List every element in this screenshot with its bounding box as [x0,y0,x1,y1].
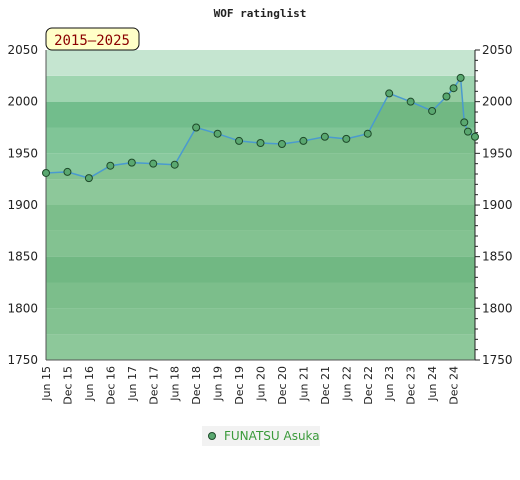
y-tick-label-right: 1800 [482,301,513,315]
x-tick-label: Dec 15 [61,366,74,405]
data-point [299,136,308,145]
rating-band [46,153,475,180]
rating-band [46,179,475,205]
legend-label: FUNATSU Asuka [224,429,320,443]
x-tick-label: Jun 22 [340,366,353,402]
rating-band [46,50,475,76]
x-tick-label: Dec 20 [276,366,289,405]
x-tick-label: Dec 21 [319,366,332,405]
y-tick-label-left: 1950 [7,146,38,160]
x-tick-label: Dec 23 [405,366,418,405]
data-point [149,159,158,168]
data-point [235,136,244,145]
data-point [342,134,351,143]
y-tick-label-right: 2000 [482,95,513,109]
x-tick-label: Jun 20 [255,366,268,402]
rating-band [46,101,475,128]
y-tick-label-right: 1900 [482,198,513,212]
y-ticks-right: 1750 1800 1850 1900 1950 2000 2050 [475,43,513,367]
rating-area [46,77,475,361]
data-point [42,168,50,177]
rating-band [46,230,475,257]
period-label: 2015–2025 [54,33,130,49]
data-point [106,161,115,170]
y-tick-label-left: 1800 [7,301,38,315]
data-point [428,106,437,115]
y-tick-label-right: 1850 [482,250,513,264]
rating-band [46,308,475,335]
data-point [84,174,93,183]
x-tick-label: Dec 22 [362,366,375,405]
data-point [320,132,329,141]
x-tick-label: Dec 17 [147,366,160,405]
data-point [363,129,372,138]
chart-title: WOF ratinglist [214,7,307,20]
data-point [406,97,415,106]
data-point [256,139,265,147]
x-labels: Jun 15 Dec 15 Jun 16 Dec 16 Jun 17 Dec 17 Jun … [40,366,461,405]
data-point [192,123,201,132]
data-point [170,160,179,169]
period-badge: 2015–2025 [45,27,140,51]
data-point [127,158,136,167]
x-tick-label: Jun 15 [40,366,53,402]
x-tick-label: Dec 19 [233,366,246,405]
rating-band [46,75,475,102]
y-tick-label-left: 1900 [7,198,38,212]
y-tick-label-right: 1750 [482,353,513,367]
data-point [460,118,469,127]
data-point [385,89,394,98]
rating-band [46,256,475,283]
y-tick-label-right: 1950 [482,146,513,160]
x-tick-label: Jun 18 [169,366,182,402]
y-tick-label-right: 2050 [482,43,513,57]
data-point [471,132,479,141]
x-tick-label: Jun 23 [383,366,396,402]
rating-bands [46,50,475,360]
x-tick-label: Dec 18 [190,366,203,405]
y-tick-label-left: 1850 [7,250,38,264]
x-tick-label: Jun 19 [212,366,225,402]
y-tick-label-left: 2000 [7,95,38,109]
x-tick-label: Jun 21 [297,366,310,402]
y-ticks-left: 1750 1800 1850 1900 1950 2000 2050 [7,43,38,367]
rating-band [46,282,475,309]
data-point [277,140,286,149]
x-tick-label: Dec 24 [448,366,461,405]
data-point [213,129,222,138]
x-tick-label: Jun 24 [426,366,439,402]
rating-band [46,205,475,231]
data-points [42,73,479,183]
data-point [63,167,72,176]
x-tick-label: Jun 17 [126,366,139,402]
x-tick-label: Dec 16 [104,366,117,405]
x-tick-label: Jun 16 [83,366,96,402]
data-point [463,127,472,136]
data-point [449,84,458,93]
legend[interactable]: FUNATSU Asuka [202,426,320,446]
rating-band [46,334,475,360]
y-tick-label-left: 1750 [7,353,38,367]
y-tick-label-left: 2050 [7,43,38,57]
legend-marker-icon [208,432,216,440]
data-point [442,92,451,101]
data-point [456,73,465,82]
